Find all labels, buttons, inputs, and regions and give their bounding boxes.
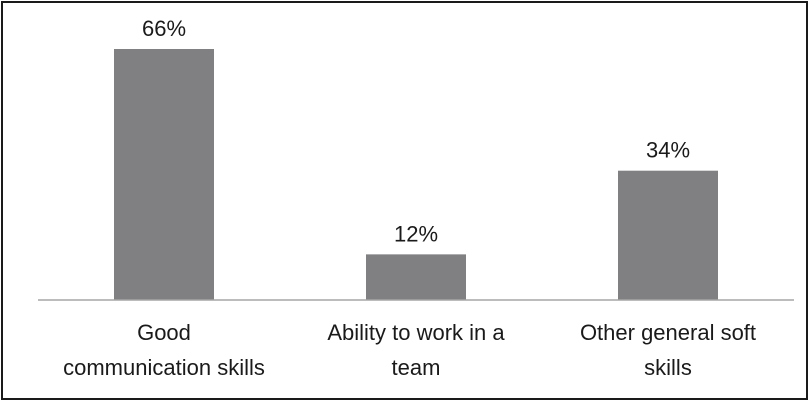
category-label-2-line-2: team xyxy=(392,355,441,380)
value-labels-layer: 66% 12% 34% xyxy=(142,16,690,246)
value-label-3: 34% xyxy=(646,138,690,163)
category-label-3-line-1: Other general soft xyxy=(580,320,756,345)
bar-2 xyxy=(366,254,466,300)
category-label-1-line-1: Good xyxy=(137,320,191,345)
bars-layer xyxy=(114,49,718,300)
value-label-1: 66% xyxy=(142,16,186,41)
bar-1 xyxy=(114,49,214,300)
category-label-3-line-2: skills xyxy=(644,355,692,380)
category-label-2-line-1: Ability to work in a xyxy=(327,320,505,345)
bar-3 xyxy=(618,170,718,300)
value-label-2: 12% xyxy=(394,221,438,246)
category-labels-layer: Good communication skills Ability to work … xyxy=(63,320,756,380)
category-label-1-line-2: communication skills xyxy=(63,355,265,380)
